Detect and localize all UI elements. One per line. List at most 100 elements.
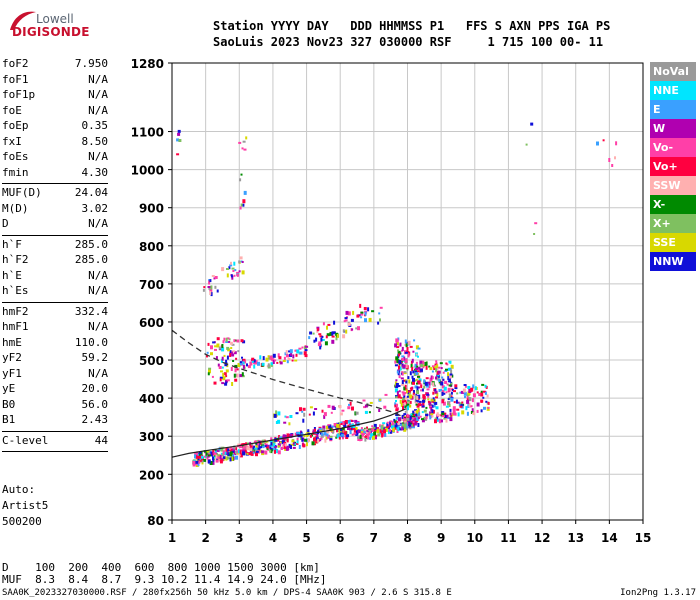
param-value: 20.0 xyxy=(81,382,109,395)
echo-point xyxy=(246,442,249,445)
y-tick-label: 300 xyxy=(139,430,164,444)
echo-point xyxy=(224,451,227,455)
echo-point xyxy=(230,274,233,278)
echo-point xyxy=(349,427,353,431)
echo-point xyxy=(445,391,448,394)
echo-point xyxy=(423,379,426,384)
echo-point xyxy=(414,363,417,368)
echo-point xyxy=(401,357,405,361)
echo-point xyxy=(431,409,434,414)
echo-point xyxy=(290,443,294,446)
echo-point xyxy=(249,361,253,366)
echo-point xyxy=(399,366,402,371)
echo-point xyxy=(355,411,359,415)
echo-point xyxy=(336,423,340,428)
echo-point xyxy=(350,318,354,322)
echo-point xyxy=(304,354,308,358)
echo-point xyxy=(260,450,264,454)
echo-point xyxy=(478,393,481,396)
echo-point xyxy=(237,350,240,353)
echo-point xyxy=(412,394,416,397)
echo-point xyxy=(409,387,412,390)
echo-point xyxy=(608,158,611,162)
echo-point xyxy=(245,444,249,447)
echo-point xyxy=(290,445,292,449)
echo-point xyxy=(388,428,391,432)
param-separator xyxy=(2,183,108,184)
echo-point xyxy=(455,399,458,404)
param-value: 59.2 xyxy=(81,351,109,364)
echo-point xyxy=(360,429,363,433)
echo-point xyxy=(277,445,280,448)
echo-point xyxy=(210,352,213,356)
echo-point xyxy=(195,460,199,464)
echo-point xyxy=(240,260,243,263)
echo-point xyxy=(338,436,341,440)
param-value: N/A xyxy=(88,103,108,117)
echo-point xyxy=(301,410,304,413)
echo-point xyxy=(397,349,400,352)
echo-point xyxy=(400,377,404,380)
echo-point xyxy=(289,433,293,438)
echo-point xyxy=(416,390,419,394)
echo-point xyxy=(445,418,448,423)
echo-point xyxy=(476,402,480,407)
echo-point xyxy=(242,340,246,344)
echo-point xyxy=(433,367,437,370)
echo-point xyxy=(206,354,208,358)
echo-point xyxy=(611,164,614,167)
echo-point xyxy=(347,322,351,326)
x-tick-label: 5 xyxy=(302,531,310,545)
echo-point xyxy=(197,462,200,467)
echo-point xyxy=(241,372,244,377)
echo-point xyxy=(402,406,404,410)
echo-point xyxy=(409,420,413,424)
echo-point xyxy=(326,325,328,330)
echo-point xyxy=(419,360,423,365)
echo-point xyxy=(415,372,419,375)
param-row: h`Es N/A xyxy=(2,284,108,300)
echo-point xyxy=(416,420,419,422)
echo-point xyxy=(398,365,400,370)
y-tick-label: 800 xyxy=(139,240,164,254)
echo-point xyxy=(361,432,364,437)
echo-point xyxy=(463,391,467,396)
echo-point xyxy=(226,268,229,270)
echo-point xyxy=(228,338,231,341)
echo-point xyxy=(260,446,262,449)
echo-point xyxy=(423,385,426,389)
echo-point xyxy=(300,435,303,438)
echo-point xyxy=(446,414,449,418)
echo-point xyxy=(289,349,293,354)
echo-point xyxy=(434,401,438,405)
echo-point xyxy=(435,360,438,363)
echo-point xyxy=(403,413,407,416)
echo-point xyxy=(214,449,217,452)
echo-point xyxy=(320,436,323,440)
echo-point xyxy=(397,394,401,399)
echo-point xyxy=(441,385,445,389)
echo-point xyxy=(225,379,228,383)
echo-point xyxy=(267,355,270,358)
y-tick-label: 80 xyxy=(147,514,164,528)
echo-point xyxy=(305,345,309,348)
echo-point xyxy=(232,453,235,458)
echo-point xyxy=(449,417,453,422)
param-row: fmin 4.30 xyxy=(2,166,108,182)
param-row: M(D) 3.02 xyxy=(2,202,108,218)
param-name: C-level xyxy=(2,433,49,447)
echo-point xyxy=(243,449,247,453)
echo-point xyxy=(413,390,415,394)
echo-point xyxy=(444,381,447,384)
echo-point xyxy=(448,384,452,387)
echo-point xyxy=(484,384,487,388)
echo-point xyxy=(245,136,248,140)
echo-point xyxy=(198,452,201,457)
echo-point xyxy=(486,394,489,398)
echo-point xyxy=(343,424,347,428)
echo-point xyxy=(198,455,201,459)
echo-point xyxy=(421,388,424,392)
echo-point xyxy=(407,406,409,411)
echo-point xyxy=(436,364,439,369)
echo-point xyxy=(394,388,398,393)
